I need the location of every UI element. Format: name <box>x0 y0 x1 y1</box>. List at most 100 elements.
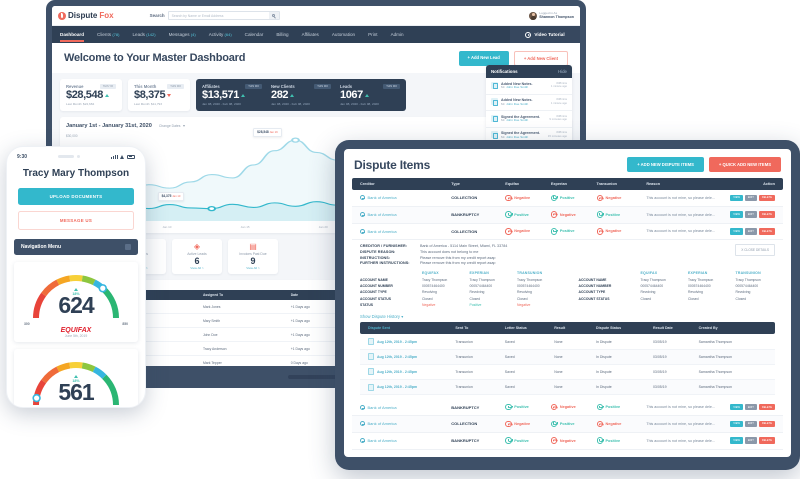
bureau-value: 000574464400 <box>688 283 711 288</box>
bureau-value: Closed <box>469 296 481 301</box>
close-details-button[interactable]: X CLOSE DETAILS <box>735 244 775 256</box>
search-icon <box>271 13 276 18</box>
edit-button[interactable]: EDIT <box>744 420 757 428</box>
user-menu[interactable]: Logged in As Shannon Thompson <box>529 11 574 20</box>
history-row[interactable]: Aug 12th, 2019 - 2:45pm Transunion Saved… <box>360 380 775 396</box>
view-button[interactable]: VIEW <box>730 420 743 428</box>
app-logo[interactable]: Dispute Fox <box>58 11 114 20</box>
history-row[interactable]: Aug 12th, 2019 - 2:45pm Transunion Saved… <box>360 365 775 381</box>
edit-button[interactable]: EDIT <box>744 403 757 411</box>
notification-item[interactable]: Added New Notes. Mr. John Doe Smith #38m… <box>486 78 572 95</box>
message-us-button[interactable]: MESSAGE US <box>18 211 134 230</box>
view-button[interactable]: VIEW <box>730 194 743 202</box>
bureau-key: ACCOUNT TYPE <box>578 290 606 295</box>
dispute-row[interactable]: Bank of America BANKRUPTCY Positive Nega… <box>352 206 783 224</box>
nav-item-activity[interactable]: Activity (64) <box>208 32 232 37</box>
bureau-value: Negative <box>422 303 436 308</box>
kpi-view-all-link[interactable]: View All > <box>190 266 204 271</box>
nav-item-messages[interactable]: Messages (4) <box>168 32 196 37</box>
dispute-row[interactable]: Bank of America BANKRUPTCY Positive Nega… <box>352 399 783 416</box>
cell-letter-status: Saved <box>504 339 515 344</box>
dispute-row[interactable]: Bank of America COLLECTION Negative Posi… <box>352 224 783 241</box>
kpi-value: 9 <box>250 255 256 266</box>
history-row[interactable]: Aug 12th, 2019 - 2:45pm Transunion Saved… <box>360 349 775 365</box>
add-new-client-button[interactable]: + Add New Client <box>513 50 568 66</box>
nav-item-automation[interactable]: Automation <box>331 32 356 37</box>
bureau-value: Closed <box>735 296 747 301</box>
delete-button[interactable]: DELETE <box>758 228 775 235</box>
show-dispute-history-link[interactable]: Show Dispute History ▾ <box>360 314 404 320</box>
play-icon <box>525 31 532 38</box>
quick-add-items-button[interactable]: + QUICK ADD NEW ITEMS <box>708 157 781 172</box>
edit-button[interactable]: EDIT <box>744 194 757 202</box>
nav-item-billing[interactable]: Billing <box>276 32 289 37</box>
dispute-row[interactable]: Bank of America COLLECTION Negative Posi… <box>352 416 783 433</box>
notifications-hide-link[interactable]: Hide <box>557 69 567 74</box>
search-button[interactable] <box>268 12 279 19</box>
speaker-icon <box>58 155 75 158</box>
delete-button[interactable]: DELETE <box>758 194 775 202</box>
history-row[interactable]: Aug 12th, 2019 - 2:45pm Transunion Saved… <box>360 334 775 350</box>
delete-button[interactable]: DELETE <box>758 211 775 218</box>
collapse-icon[interactable] <box>360 195 365 201</box>
kpi-card-invoices-past-due[interactable]: ▤ Invoices Past Due 9 View All > <box>228 238 278 275</box>
stat-label: Affiliates <box>202 84 220 89</box>
view-button[interactable]: VIEW <box>730 211 743 218</box>
kpi-view-all-link[interactable]: View All > <box>246 266 260 271</box>
stat-card-new-clients: New Clients THIS MO 282 Jan 08, 2020 - F… <box>271 84 331 106</box>
hamburger-icon[interactable] <box>125 244 131 250</box>
cell-transunion: Negative <box>596 420 647 428</box>
nav-item-print[interactable]: Print <box>368 32 378 37</box>
nav-item-dashboard[interactable]: Dashboard <box>60 27 84 42</box>
delete-button[interactable]: DELETE <box>758 403 775 411</box>
dispute-row[interactable]: Bank of America COLLECTION Negative Posi… <box>352 190 783 207</box>
collapse-icon[interactable] <box>360 212 365 218</box>
collapse-icon[interactable] <box>360 404 365 410</box>
add-new-lead-button[interactable]: + Add New Lead <box>458 50 509 66</box>
search-input[interactable]: Search by Name or Email Address <box>167 11 280 20</box>
change-dates-dropdown[interactable]: Change Dates <box>159 124 185 128</box>
video-tutorial-button[interactable]: Video Tutorial <box>510 26 580 43</box>
bureau-name: EQUIFAX <box>640 271 658 276</box>
sentiment-positive: Positive <box>505 403 551 411</box>
sentiment-positive: Positive <box>550 194 597 202</box>
view-button[interactable]: VIEW <box>730 228 743 235</box>
phone-client-name: Tracy Mary Thompson <box>22 168 130 179</box>
kpi-card-active-leads[interactable]: ◈ Active Leads 6 View All > <box>172 238 222 275</box>
nav-item-admin[interactable]: Admin <box>390 32 404 37</box>
delete-button[interactable]: DELETE <box>758 437 775 444</box>
nav-item-affiliates[interactable]: Affiliates <box>301 32 319 37</box>
credit-score: 624 <box>58 292 94 318</box>
page-title: Welcome to Your Master Dashboard <box>64 52 246 64</box>
nav-item-calendar[interactable]: Calendar <box>244 32 264 37</box>
edit-button[interactable]: EDIT <box>744 211 757 218</box>
dispute-row[interactable]: Bank of America BANKRUPTCY Positive Nega… <box>352 433 783 450</box>
nav-item-leads[interactable]: Leads (142) <box>132 32 156 37</box>
notification-text: Signed the Agreement. Mr. John Doe Smith <box>501 115 546 123</box>
notification-item[interactable]: Signed the Agreement. Mr. John Doe Smith… <box>486 111 572 128</box>
frown-icon <box>596 194 604 202</box>
notification-time: #38mins 9 minutes ago <box>549 113 567 122</box>
nav-item-clients[interactable]: Clients (78) <box>97 32 120 37</box>
edit-button[interactable]: EDIT <box>744 228 757 235</box>
wifi-icon <box>119 154 125 159</box>
collapse-icon[interactable] <box>360 228 365 234</box>
edit-button[interactable]: EDIT <box>744 437 757 444</box>
gauge-wrap: 300 850 18% 561 <box>22 355 130 407</box>
trend-up-icon <box>104 93 109 97</box>
sentiment-negative: Negative <box>505 194 551 202</box>
bureau-value: Revolving <box>469 290 485 295</box>
add-dispute-items-button[interactable]: + ADD NEW DISPUTE ITEMS <box>627 157 704 172</box>
collapse-icon[interactable] <box>360 438 365 444</box>
stat-period-badge: THIS MO <box>314 84 331 89</box>
x-tick: Jan 15 <box>240 224 250 229</box>
view-button[interactable]: VIEW <box>730 437 743 444</box>
notification-item[interactable]: Added New Notes. Mr. John Doe Smith #38m… <box>486 95 572 112</box>
delete-button[interactable]: DELETE <box>758 420 775 428</box>
collapse-icon[interactable] <box>360 421 365 427</box>
navigation-menu-bar[interactable]: Navigation Menu <box>14 239 138 255</box>
upload-documents-button[interactable]: UPLOAD DOCUMENTS <box>18 188 134 205</box>
stat-head: Revenue THIS YR <box>66 84 116 89</box>
view-button[interactable]: VIEW <box>730 403 743 411</box>
